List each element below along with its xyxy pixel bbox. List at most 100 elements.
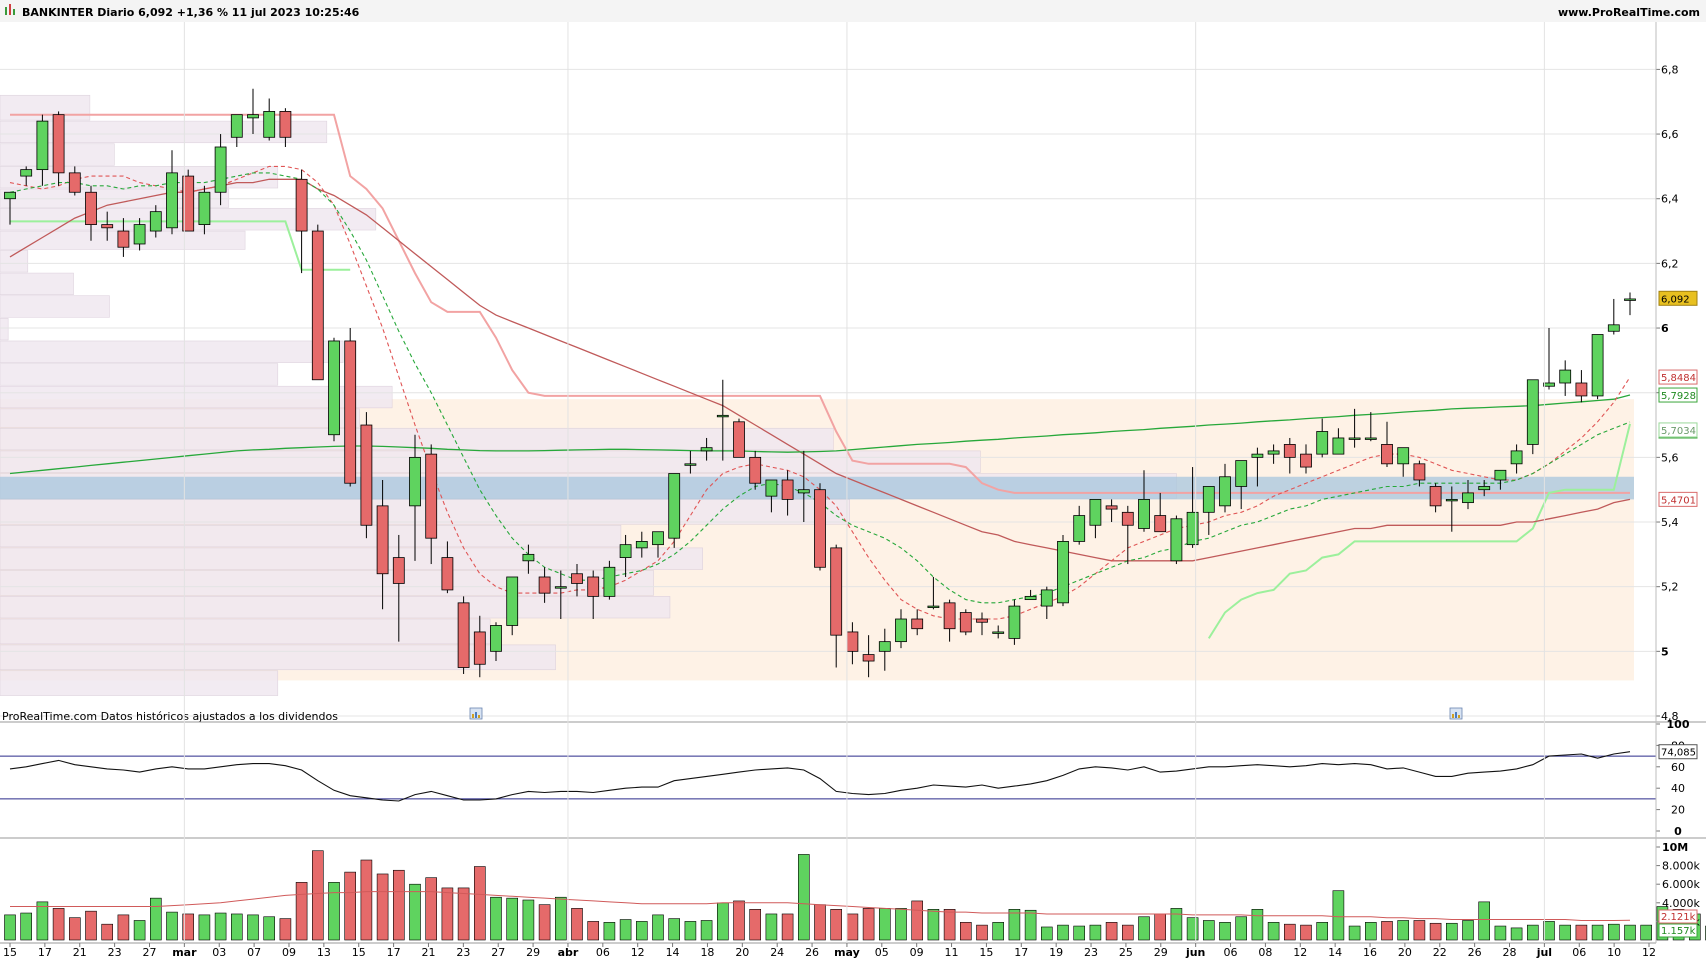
site-url[interactable]: www.ProRealTime.com bbox=[1558, 6, 1700, 19]
volume-bar bbox=[716, 902, 729, 941]
volume-bar bbox=[4, 914, 16, 941]
volume-profile-row bbox=[0, 570, 654, 596]
candle-body bbox=[473, 631, 486, 665]
volume-bar bbox=[473, 866, 486, 941]
volume-profile-row bbox=[0, 427, 834, 451]
volume-bar bbox=[1089, 924, 1102, 941]
volume-bar bbox=[830, 909, 843, 941]
volume-profile-row bbox=[0, 340, 344, 363]
volume-bar bbox=[506, 897, 519, 941]
candle-body bbox=[441, 557, 454, 591]
volume-bar bbox=[85, 910, 97, 941]
candle-body bbox=[1040, 589, 1053, 607]
candle-body bbox=[263, 111, 276, 138]
price-tick-label: 6,2 bbox=[1661, 257, 1679, 270]
candles bbox=[4, 88, 1636, 678]
candle-body bbox=[1348, 437, 1361, 440]
volume-bar bbox=[1024, 909, 1037, 941]
candle-body bbox=[133, 224, 146, 245]
candle-body bbox=[311, 230, 324, 381]
price-panel: 4,855,25,45,65,866,26,46,66,8 6,0925,848… bbox=[0, 63, 1698, 723]
volume-bar bbox=[425, 877, 438, 941]
rsi-tick-label: 40 bbox=[1671, 782, 1685, 795]
candle-body bbox=[571, 573, 583, 584]
candle-body bbox=[344, 340, 357, 484]
volume-tick-label: 8.000k bbox=[1662, 860, 1700, 873]
candle-body bbox=[1154, 515, 1167, 533]
volume-bar bbox=[781, 913, 794, 941]
candle-body bbox=[247, 114, 259, 119]
candle-body bbox=[85, 191, 97, 225]
mid-moving-average bbox=[9, 394, 1631, 475]
candle-body bbox=[1559, 369, 1572, 384]
date-tick-label: 29 bbox=[1154, 946, 1168, 959]
volume-bar bbox=[733, 900, 745, 941]
volume-bar bbox=[587, 921, 600, 941]
rsi-tick-label: 100 bbox=[1667, 718, 1690, 731]
candle-body bbox=[700, 447, 713, 452]
volume-bar bbox=[133, 920, 146, 941]
footnote: ProRealTime.com Datos históricos ajustad… bbox=[2, 710, 338, 723]
date-tick-label: 18 bbox=[700, 946, 714, 959]
date-tick-label: 23 bbox=[456, 946, 470, 959]
volume-bar bbox=[603, 922, 616, 941]
candle-body bbox=[214, 146, 227, 193]
volume-profile-row bbox=[0, 524, 622, 548]
price-tick-label: 4,8 bbox=[1661, 710, 1679, 723]
volume-bar bbox=[522, 899, 535, 941]
candle-body bbox=[230, 114, 243, 138]
volume-bar bbox=[927, 909, 940, 941]
candle-body bbox=[1235, 460, 1248, 487]
volume-bar bbox=[247, 914, 259, 941]
candle-body bbox=[1300, 453, 1312, 468]
volume-bar bbox=[1203, 920, 1215, 941]
volume-tick-label: 6.000k bbox=[1662, 878, 1700, 891]
candle-body bbox=[392, 557, 405, 584]
date-tick-label: 23 bbox=[1084, 946, 1098, 959]
price-grid bbox=[0, 68, 1656, 717]
candle-body bbox=[1381, 444, 1393, 465]
volume-bar bbox=[150, 897, 162, 941]
volume-profile-row bbox=[0, 408, 360, 428]
volume-bar bbox=[1413, 920, 1426, 941]
candle-body bbox=[4, 191, 16, 200]
volume-bar bbox=[1640, 924, 1652, 941]
date-tick-label: 14 bbox=[1328, 946, 1342, 959]
volume-bar bbox=[668, 918, 681, 941]
volume-bar bbox=[344, 871, 357, 941]
date-tick-label: 19 bbox=[1049, 946, 1063, 959]
date-tick-label: 12 bbox=[1642, 946, 1656, 959]
volume-bar bbox=[20, 912, 33, 941]
date-tick-label: 28 bbox=[1503, 946, 1517, 959]
candle-body bbox=[959, 612, 972, 633]
volume-bar bbox=[36, 901, 49, 941]
volume-bar bbox=[52, 908, 65, 941]
candle-body bbox=[668, 473, 681, 539]
candle-body bbox=[182, 175, 195, 232]
volume-bar bbox=[441, 887, 454, 941]
volume-bar bbox=[1235, 916, 1247, 941]
rsi-tick-label: 20 bbox=[1671, 804, 1685, 817]
date-tick-label: 05 bbox=[875, 946, 889, 959]
date-tick-label: 23 bbox=[108, 946, 122, 959]
volume-profile-row bbox=[0, 250, 29, 273]
date-tick-label: 14 bbox=[666, 946, 680, 959]
volume-bar bbox=[392, 869, 405, 941]
candle-body bbox=[166, 172, 178, 229]
volume-bar bbox=[1154, 913, 1166, 941]
rsi-tick-label: 60 bbox=[1671, 761, 1685, 774]
candle-body bbox=[635, 541, 648, 549]
volume-bar bbox=[684, 921, 697, 941]
header-bar bbox=[0, 0, 1706, 22]
price-axis: 4,855,25,45,65,866,26,46,66,8 bbox=[1656, 63, 1679, 723]
candle-body bbox=[117, 230, 130, 248]
candle-body bbox=[587, 576, 600, 597]
date-tick-label: 06 bbox=[1572, 946, 1586, 959]
long-moving-average bbox=[9, 178, 1631, 562]
price-tick-label: 5,2 bbox=[1661, 581, 1679, 594]
candle-body bbox=[619, 544, 632, 558]
date-tick-label: 26 bbox=[805, 946, 819, 959]
volume-bar bbox=[1624, 924, 1636, 941]
date-tick-label: 17 bbox=[38, 946, 52, 959]
